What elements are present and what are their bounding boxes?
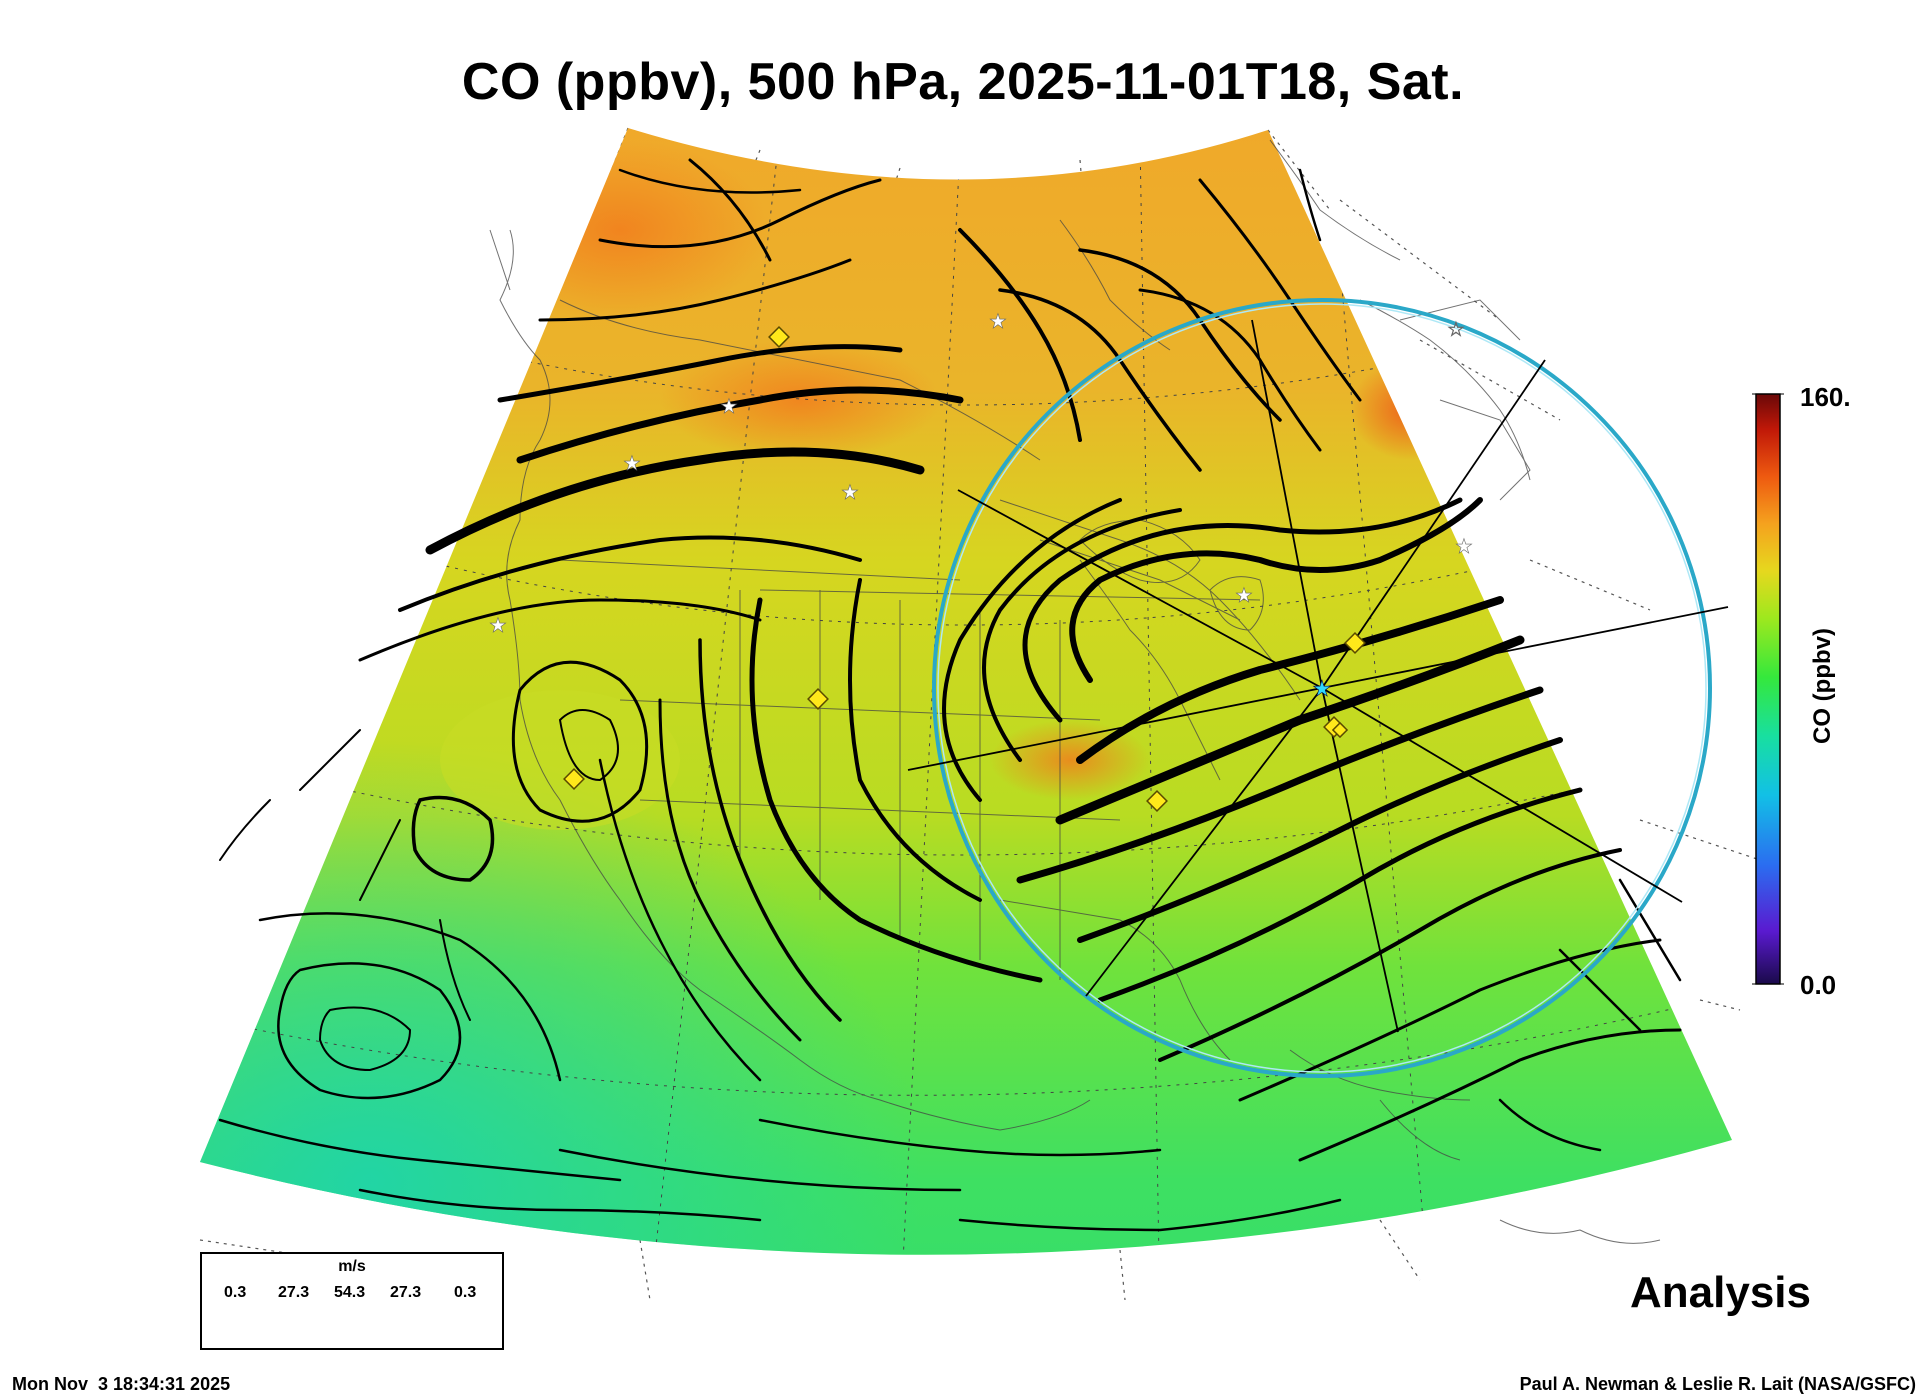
wind-legend-tick: 0.3: [454, 1284, 477, 1301]
yellow-diamond-marker: [768, 326, 790, 348]
yellow-diamond-marker: [1146, 790, 1168, 812]
white-star-marker: ★: [720, 394, 738, 418]
wind-legend-tick: 27.3: [278, 1284, 310, 1301]
colorbar-min-label: 0.0: [1800, 970, 1837, 1000]
white-star-marker: ☆: [1447, 317, 1465, 341]
co-field: [200, 128, 1732, 1255]
wind-legend: m/s 0.3 27.3 54.3 27.3 0.3: [200, 1252, 504, 1350]
white-star-marker: ★: [841, 480, 859, 504]
footer-timestamp: Mon Nov 3 18:34:31 2025: [12, 1374, 231, 1394]
white-star-marker: ★: [489, 613, 507, 637]
yellow-diamond-marker: [563, 768, 585, 790]
range-ring: [932, 298, 1712, 1078]
wind-legend-tick: 54.3: [334, 1284, 366, 1301]
yellow-diamond-markers: [563, 326, 1366, 812]
white-star-marker: ★: [1235, 583, 1253, 607]
colorbar: [1752, 393, 1784, 985]
footer-credit: Paul A. Newman & Leslie R. Lait (NASA/GS…: [1519, 1374, 1916, 1394]
graticule-inner: [209, 129, 1711, 1255]
white-star-marker: ★: [1455, 534, 1473, 558]
trajectory-lines: [907, 319, 1729, 1033]
chart-title: CO (ppbv), 500 hPa, 2025-11-01T18, Sat.: [461, 53, 1465, 111]
white-star-marker: ★: [989, 309, 1007, 333]
yellow-diamond-marker: [807, 688, 829, 710]
white-star-markers: ★ ★ ★ ★ ★ ★ ★ ☆ ★: [489, 309, 1474, 703]
wind-legend-tick: 0.3: [224, 1284, 247, 1301]
white-star-marker: ★: [623, 451, 641, 475]
cyan-center-star: ★: [1312, 677, 1332, 702]
yellow-diamond-marker: [1344, 632, 1366, 654]
wind-legend-unit: m/s: [338, 1258, 366, 1275]
colorbar-title: CO (ppbv): [1809, 628, 1836, 744]
colorbar-max-label: 160.: [1800, 382, 1851, 412]
yellow-diamond-marker: [1331, 721, 1349, 739]
wind-legend-tick: 27.3: [390, 1284, 422, 1301]
analysis-label: Analysis: [1630, 1268, 1811, 1317]
